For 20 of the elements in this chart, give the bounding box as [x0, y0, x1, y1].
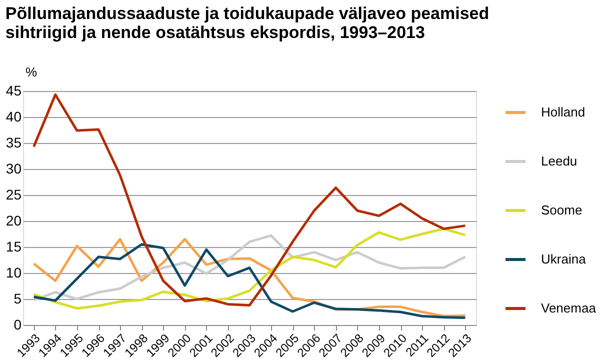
line-series: [32, 93, 466, 306]
legend-label: Soome: [541, 202, 582, 218]
legend-label: Venemaa: [541, 300, 597, 316]
chart-title: Põllumajandussaaduste ja toidukaupade väljaveo peamised sihtriigid ja nende osatähtsus ekspordis, 1993–2013: [5, 4, 490, 42]
y-tick-label: 5: [14, 290, 22, 306]
legend-label: Leedu: [541, 154, 578, 168]
y-tick-label: 45: [6, 82, 22, 98]
y-tick-label: 15: [6, 238, 22, 254]
line-series: [32, 228, 466, 310]
y-tick-label: 25: [6, 186, 22, 202]
y-axis-title: %: [26, 64, 38, 80]
y-tick-label: 30: [6, 160, 22, 176]
legend-label: Ukraina: [541, 252, 587, 266]
y-tick-label: 20: [6, 212, 22, 228]
y-tick-label: 0: [14, 316, 22, 332]
y-tick-label: 40: [6, 108, 22, 124]
line-series: [32, 234, 466, 302]
y-tick-label: 10: [6, 264, 22, 280]
y-tick-label: 35: [6, 134, 22, 150]
legend-label: Holland: [541, 104, 586, 120]
